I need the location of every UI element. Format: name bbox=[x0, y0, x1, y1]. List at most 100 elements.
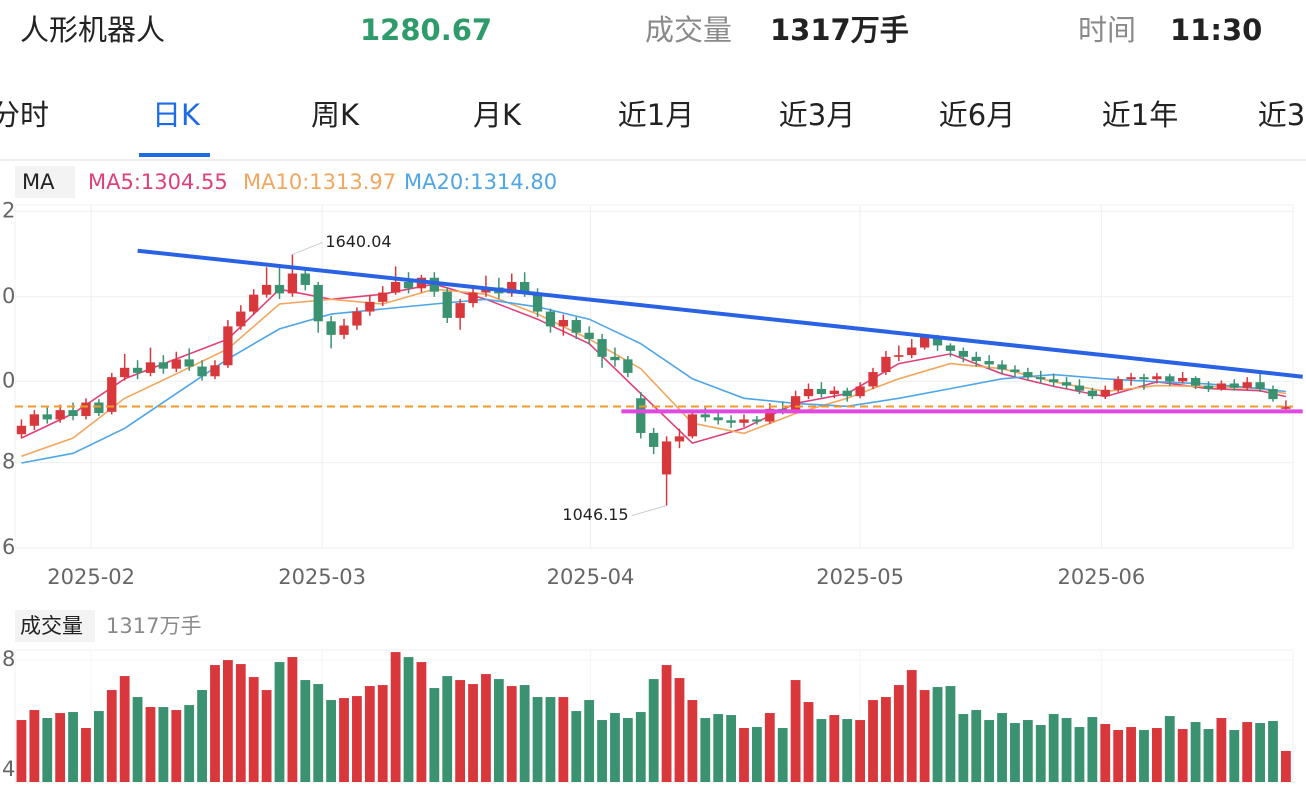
candle-body bbox=[584, 332, 594, 340]
candle-body bbox=[520, 281, 530, 293]
x-tick-label: 2025-03 bbox=[278, 565, 366, 589]
volume-box bbox=[15, 610, 95, 642]
plot: 2 0 0 8 6 8 4 2025-02 2025-03 2025-04 2025-05 2025-… bbox=[2, 198, 1303, 783]
volume-bar bbox=[132, 697, 143, 782]
annotation-leader bbox=[631, 505, 667, 517]
volume-bar bbox=[235, 664, 246, 782]
candle-body bbox=[932, 336, 943, 346]
tab[interactable]: 日K bbox=[152, 98, 201, 132]
volume-bar bbox=[1203, 729, 1214, 782]
volume-bar bbox=[1216, 718, 1227, 782]
y-tick-label: 6 bbox=[2, 535, 15, 559]
candle-body bbox=[532, 292, 543, 312]
x-tick-label: 2025-04 bbox=[547, 565, 635, 589]
tab[interactable]: 周K bbox=[311, 98, 360, 132]
candle-body bbox=[649, 432, 659, 447]
tab[interactable]: 近6月 bbox=[939, 98, 1015, 132]
candle-body bbox=[184, 359, 194, 367]
volume-panel-label: 成交量 bbox=[20, 614, 83, 638]
candle-body bbox=[687, 414, 698, 437]
volume-bar bbox=[687, 700, 698, 782]
volume-bar bbox=[55, 713, 66, 782]
volume-bar bbox=[661, 665, 672, 782]
volume-bar bbox=[481, 674, 491, 782]
candle-body bbox=[287, 273, 298, 294]
candle-body bbox=[68, 410, 78, 417]
ma-line bbox=[21, 298, 1286, 464]
volume-bar bbox=[984, 720, 995, 782]
tab[interactable]: 近1年 bbox=[1102, 98, 1178, 132]
volume-bar bbox=[93, 711, 104, 782]
volume-bar bbox=[764, 713, 775, 782]
volume-bar bbox=[751, 727, 762, 782]
volume-bar bbox=[42, 718, 53, 782]
ma-box bbox=[15, 166, 75, 198]
candle-body bbox=[223, 326, 233, 366]
candle-body bbox=[958, 350, 968, 357]
candle-body bbox=[403, 281, 414, 289]
candle-body bbox=[1242, 382, 1252, 388]
candle-body bbox=[455, 303, 465, 318]
candle-body bbox=[739, 419, 749, 423]
tab[interactable]: 近3月 bbox=[779, 98, 855, 132]
candle-body bbox=[1023, 372, 1033, 378]
candle-body bbox=[120, 367, 130, 378]
candle-body bbox=[855, 386, 865, 397]
volume-bar bbox=[1151, 728, 1162, 782]
volume-bar bbox=[1010, 723, 1020, 782]
volume-bar bbox=[171, 710, 182, 782]
volume-bar bbox=[777, 728, 788, 782]
volume-bar bbox=[1035, 725, 1046, 782]
candle-body bbox=[107, 377, 117, 412]
candle-body bbox=[249, 294, 259, 312]
candle-body bbox=[210, 365, 220, 377]
candle-body bbox=[1165, 376, 1175, 382]
volume-bar bbox=[1113, 730, 1124, 782]
volume-bar bbox=[1177, 729, 1188, 782]
candle-body bbox=[1152, 376, 1162, 380]
candle-body bbox=[597, 339, 607, 357]
candle-body bbox=[55, 410, 65, 420]
tab[interactable]: 近1月 bbox=[618, 98, 694, 132]
candle-body bbox=[236, 311, 246, 327]
volume-bar bbox=[1268, 721, 1278, 782]
volume-bar bbox=[287, 657, 298, 782]
volume-bar bbox=[261, 690, 272, 782]
candle-body bbox=[158, 362, 169, 369]
y-tick-label: 0 bbox=[2, 284, 15, 308]
volume-bar bbox=[855, 720, 866, 782]
volume-bar bbox=[545, 697, 556, 782]
volume-bar bbox=[222, 660, 233, 782]
candle-body bbox=[42, 414, 52, 420]
candle-body bbox=[984, 361, 994, 365]
candle-body bbox=[468, 292, 478, 304]
volume-bar bbox=[493, 679, 504, 782]
candle-body bbox=[197, 366, 207, 377]
volume-bar bbox=[958, 714, 969, 782]
candle-body bbox=[326, 321, 336, 335]
y-tick-label: 8 bbox=[2, 647, 15, 671]
candle-body bbox=[816, 388, 827, 395]
volume-bar bbox=[816, 719, 827, 782]
tab[interactable]: 近3年 bbox=[1258, 98, 1306, 132]
candle-body bbox=[945, 345, 956, 351]
candle-body bbox=[442, 291, 452, 318]
candle-body bbox=[313, 284, 323, 322]
volume-bar bbox=[674, 678, 685, 782]
candle-body bbox=[674, 436, 685, 442]
candle-body bbox=[1178, 377, 1188, 382]
tab-underline bbox=[139, 153, 210, 157]
volume-bar bbox=[248, 677, 259, 782]
volume-bar bbox=[326, 700, 337, 782]
tab[interactable]: 分时 bbox=[0, 98, 49, 132]
volume-bar bbox=[893, 685, 904, 782]
candle-body bbox=[16, 425, 27, 435]
tab[interactable]: 月K bbox=[473, 98, 522, 132]
volume-bar bbox=[713, 714, 724, 782]
candle-body bbox=[907, 347, 917, 356]
candle-body bbox=[1190, 377, 1201, 386]
volume-bar bbox=[1022, 720, 1033, 782]
volume-bar bbox=[455, 680, 466, 782]
volume-bar bbox=[1126, 727, 1136, 782]
candle-body bbox=[365, 301, 375, 312]
